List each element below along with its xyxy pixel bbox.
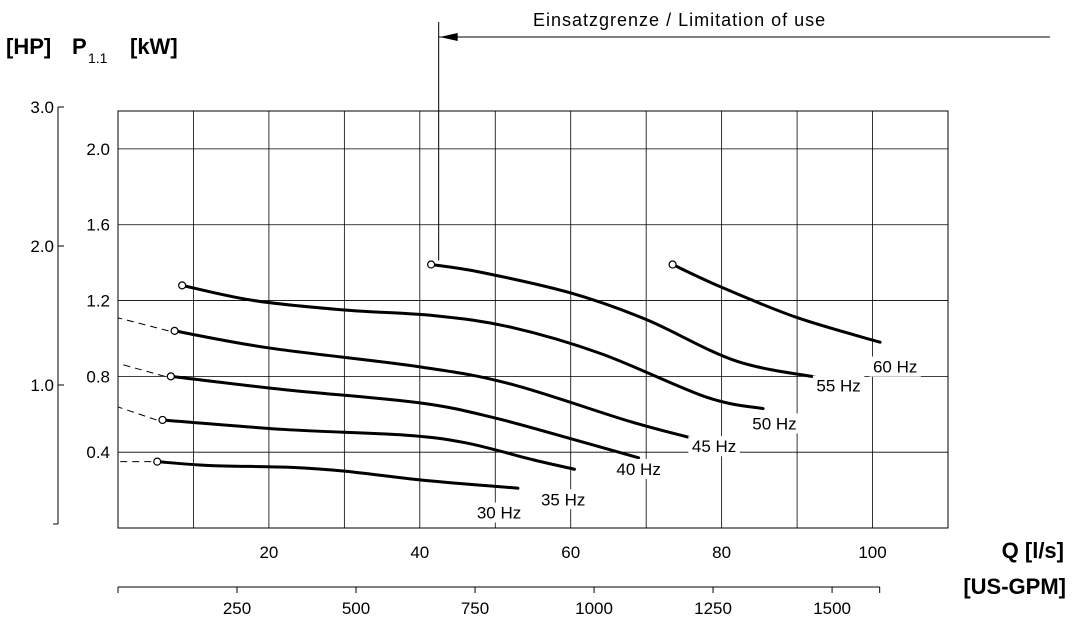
y-axis-label-p: P (72, 34, 87, 59)
dashed-extension (117, 362, 165, 377)
y-axis-label-hp: [HP] (6, 34, 51, 59)
gpm-tick-label: 500 (342, 599, 370, 618)
series-label-bg (473, 502, 525, 523)
curve-55-hz (429, 263, 825, 380)
plot-frame (117, 110, 949, 529)
hp-tick-label: 2.0 (30, 237, 54, 256)
dashed-extension (117, 406, 157, 421)
curve-35-hz (161, 418, 576, 471)
q-tick-label: 20 (259, 543, 278, 562)
curve-30-hz (155, 460, 520, 490)
curve-45-hz (173, 329, 705, 443)
hp-tick-label: 3.0 (30, 98, 54, 117)
q-tick-label: 100 (858, 543, 886, 562)
y-axis-label-kw: [kW] (130, 34, 178, 59)
series-label-bg (812, 375, 865, 396)
curve-50-hz (180, 283, 765, 411)
limit-arrowhead (439, 33, 458, 41)
series-label: 55 Hz (816, 377, 860, 396)
series-label-bg (688, 436, 740, 457)
curve-start-marker (158, 415, 167, 425)
curve-start-marker (668, 260, 677, 269)
kw-tick-label: 1.6 (86, 216, 110, 235)
limit-annotation: Einsatzgrenze / Limitation of use (533, 10, 826, 30)
curve-start-marker (153, 457, 162, 466)
series-label: 40 Hz (616, 460, 660, 479)
y-axis-label-subscript: 1.1 (88, 50, 108, 66)
gpm-tick-label: 1250 (694, 599, 732, 618)
curve-start-marker (427, 260, 436, 269)
curve-start-marker (178, 281, 187, 290)
q-tick-label: 60 (561, 543, 580, 562)
x-axis-label-secondary: [US-GPM] (963, 574, 1066, 599)
series-label-bg (869, 356, 921, 377)
gpm-tick-label: 1500 (813, 599, 851, 618)
curve-start-marker (166, 372, 175, 381)
series-label: 45 Hz (692, 437, 736, 456)
series-label: 60 Hz (873, 358, 917, 377)
series-label: 50 Hz (752, 414, 796, 433)
q-tick-label: 40 (410, 543, 429, 562)
curve-start-marker (170, 326, 179, 335)
series-label-bg (612, 458, 665, 479)
kw-tick-label: 0.8 (86, 367, 110, 386)
kw-tick-label: 2.0 (86, 140, 110, 159)
q-tick-label: 80 (712, 543, 731, 562)
series-label-bg (748, 413, 801, 434)
series-label-bg (537, 489, 589, 510)
curve-40-hz (169, 374, 641, 460)
kw-tick-label: 0.4 (86, 443, 110, 462)
gpm-tick-label: 250 (223, 599, 251, 618)
kw-tick-label: 1.2 (86, 292, 110, 311)
dashed-extension (117, 317, 169, 332)
gpm-tick-label: 750 (461, 599, 489, 618)
series-label: 35 Hz (541, 490, 585, 509)
curve-60-hz (671, 263, 882, 344)
hp-tick-label: 1.0 (30, 376, 54, 395)
gpm-tick-label: 1000 (575, 599, 613, 618)
x-axis-label-primary: Q [l/s] (1002, 538, 1064, 563)
series-label: 30 Hz (477, 504, 521, 523)
